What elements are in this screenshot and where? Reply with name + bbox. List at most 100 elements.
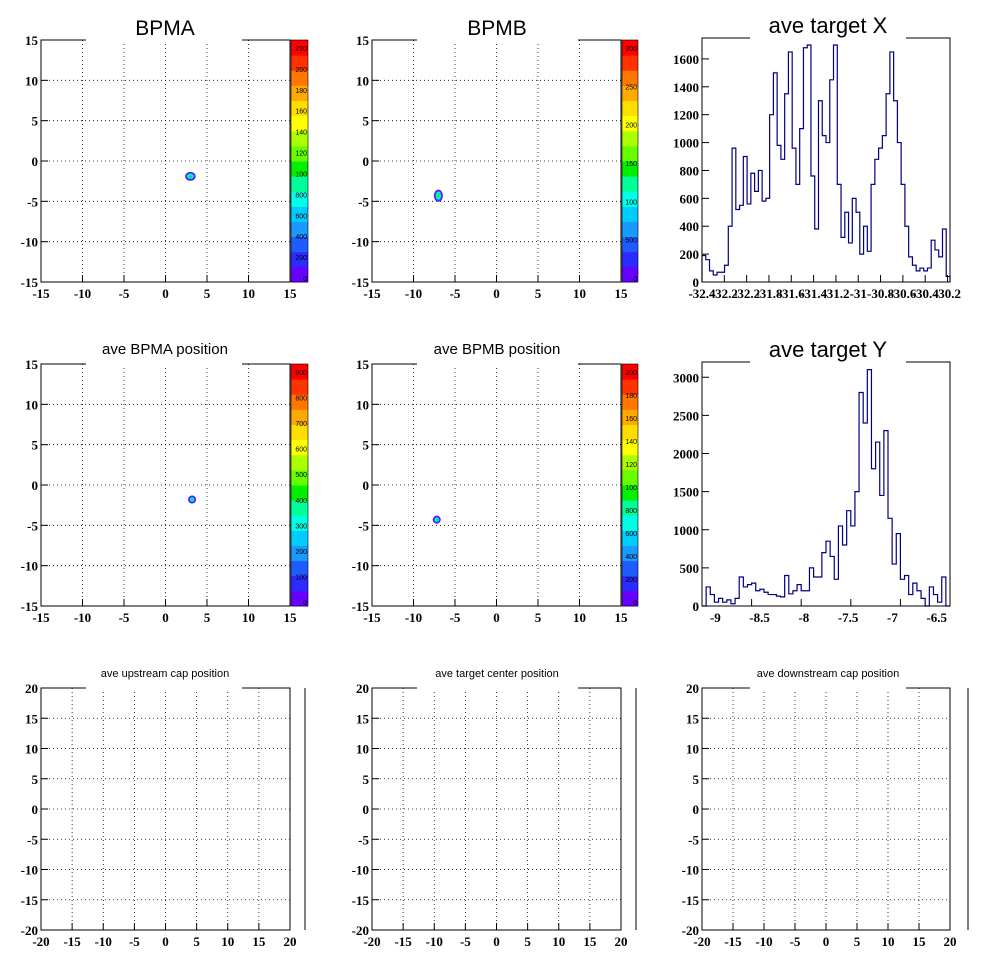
y-tick-label: 15 <box>356 357 370 372</box>
y-tick-label: 10 <box>25 742 38 757</box>
palette-label: 200 <box>625 577 637 584</box>
palette-swatch <box>291 454 308 471</box>
y-tick-label: 800 <box>680 163 700 178</box>
y-tick-label: -10 <box>352 559 369 574</box>
palette-swatch <box>291 161 308 177</box>
palette-label: 180 <box>295 88 307 95</box>
palette-label: 200 <box>625 123 637 130</box>
y-tick-label: -15 <box>352 893 370 908</box>
x-tick-label: 10 <box>242 610 255 625</box>
y-tick-label: 10 <box>356 742 369 757</box>
x-tick-label: -30.2 <box>934 286 961 301</box>
palette-swatch <box>622 115 638 132</box>
y-tick-label: -20 <box>682 923 699 938</box>
palette-swatch <box>622 176 638 192</box>
x-tick-label: -31 <box>850 286 867 301</box>
y-tick-label: 15 <box>686 711 700 726</box>
y-tick-label: -20 <box>352 923 369 938</box>
palette-swatch <box>291 409 308 425</box>
palette-swatch <box>291 40 308 56</box>
palette-swatch <box>622 379 638 395</box>
x-tick-label: -5 <box>119 286 130 301</box>
x-tick-label: -7 <box>887 610 898 625</box>
palette-swatch <box>291 266 308 283</box>
plot-frame <box>701 37 951 283</box>
y-tick-label: 10 <box>25 397 38 412</box>
heatmap-blob <box>435 518 438 521</box>
palette-label: 800 <box>625 508 637 515</box>
x-tick-label: 5 <box>535 286 542 301</box>
y-tick-label: 15 <box>25 33 39 48</box>
palette-swatch <box>291 100 308 117</box>
palette-swatch <box>622 485 638 501</box>
y-tick-label: 10 <box>686 742 699 757</box>
palette-frame <box>290 39 309 283</box>
histogram-line <box>702 369 950 607</box>
y-tick-label: 5 <box>363 438 370 453</box>
y-tick-label: 1000 <box>673 136 699 151</box>
palette-swatch <box>291 394 308 410</box>
palette-swatch <box>622 560 638 577</box>
palette-swatch <box>291 424 308 441</box>
palette-frame <box>290 363 309 607</box>
palette-swatch <box>622 266 638 283</box>
chart-title: ave target center position <box>435 668 559 680</box>
y-tick-label: -10 <box>21 863 38 878</box>
palette-label: 140 <box>295 130 307 137</box>
x-tick-label: -10 <box>755 934 772 949</box>
palette-swatch <box>622 409 638 425</box>
palette-label: 600 <box>625 531 637 538</box>
x-tick-label: -15 <box>363 610 381 625</box>
palette-swatch <box>622 590 638 607</box>
x-tick-label: -5 <box>790 934 801 949</box>
x-tick-label: 10 <box>573 286 586 301</box>
palette-swatch <box>291 251 308 268</box>
palette-label: 400 <box>295 234 307 241</box>
y-tick-label: -20 <box>21 923 38 938</box>
y-tick-label: 1200 <box>673 108 699 123</box>
x-tick-label: -15 <box>363 286 381 301</box>
palette-swatch <box>291 469 308 486</box>
palette-label: 600 <box>295 213 307 220</box>
y-tick-label: 1600 <box>673 52 699 67</box>
y-tick-label: 0 <box>363 154 370 169</box>
palette-swatch <box>622 545 638 562</box>
palette-label: 300 <box>295 523 307 530</box>
heatmap-blob <box>188 175 193 178</box>
palette-swatch <box>622 85 638 101</box>
x-tick-label: -31.6 <box>778 286 806 301</box>
palette-swatch <box>291 176 308 192</box>
palette-swatch <box>622 500 638 516</box>
heatmap-blob <box>437 193 440 199</box>
x-tick-label: -30.6 <box>889 286 917 301</box>
y-tick-label: 5 <box>363 772 370 787</box>
palette-swatch <box>622 575 638 592</box>
palette-label: 0 <box>633 600 637 607</box>
y-tick-label: 15 <box>25 711 39 726</box>
palette-swatch <box>622 454 638 471</box>
y-tick-label: -5 <box>688 832 699 847</box>
y-tick-label: -5 <box>358 194 369 209</box>
x-tick-label: 15 <box>913 934 927 949</box>
palette-label: 120 <box>295 151 307 158</box>
y-tick-label: -5 <box>27 194 38 209</box>
x-tick-label: 10 <box>242 286 255 301</box>
x-tick-label: -5 <box>450 286 461 301</box>
y-tick-label: -15 <box>352 599 370 614</box>
x-tick-label: 0 <box>162 286 169 301</box>
y-tick-label: 0 <box>363 478 370 493</box>
chart-title: ave target Y <box>769 337 888 362</box>
palette-swatch <box>622 191 638 207</box>
x-tick-label: 20 <box>944 934 957 949</box>
heatmap-blob <box>191 498 194 501</box>
x-tick-label: -9 <box>710 610 721 625</box>
palette-label: 140 <box>625 439 637 446</box>
x-tick-label: 5 <box>193 934 200 949</box>
palette-swatch <box>291 206 308 222</box>
palette-label: 150 <box>625 161 637 168</box>
x-tick-label: -10 <box>426 934 443 949</box>
x-tick-label: -15 <box>32 610 50 625</box>
palette-swatch <box>622 364 638 380</box>
palette-label: 120 <box>625 462 637 469</box>
palette-swatch <box>622 130 638 147</box>
